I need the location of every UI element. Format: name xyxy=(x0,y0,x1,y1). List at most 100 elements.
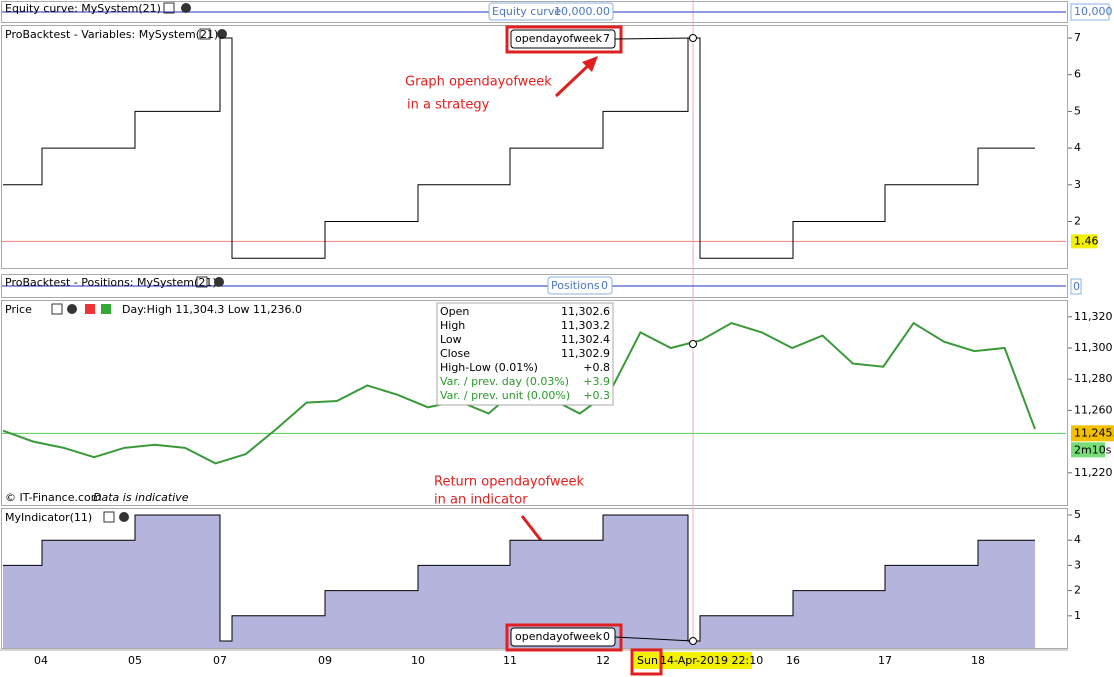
tooltip-value: +0.3 xyxy=(583,389,610,402)
cursor-marker xyxy=(689,637,697,645)
equity-axis-value: 10,000 xyxy=(1074,5,1113,18)
step-line xyxy=(3,514,1035,642)
axis-box xyxy=(1070,3,1110,21)
x-tick-label: 18 xyxy=(971,654,985,667)
y-tick-label: 11,320 xyxy=(1074,310,1113,323)
positions-value: 0 xyxy=(601,279,608,292)
tooltip-value: 11,302.6 xyxy=(561,305,610,318)
tooltip-key: Close xyxy=(440,347,470,360)
timer: 2m10s xyxy=(1074,443,1112,456)
equity-label: Equity curve xyxy=(492,5,561,18)
close-icon[interactable] xyxy=(217,29,227,39)
tooltip: Open 11,302.6 High 11,303.2 Low 11,302.4 Close… xyxy=(436,302,614,406)
tag-connector xyxy=(614,37,694,40)
disclaimer: Data is indicative xyxy=(93,491,189,504)
level-box xyxy=(1071,234,1097,249)
buy-icon[interactable] xyxy=(101,304,111,314)
dynamic-layer: 7 6 5 4 3 2 1.46 5 4 3 2 1 11,320 11,300 11,280 11,260 1… xyxy=(2,25,1114,667)
last-price-label: 11,245.3 xyxy=(1074,426,1114,439)
arrow xyxy=(554,60,594,98)
y-tick-label: 11,220 xyxy=(1074,466,1113,479)
cursor-date-bg xyxy=(634,652,752,669)
annotation: in an indicator xyxy=(434,493,528,508)
tooltip-key: Open xyxy=(440,305,469,318)
cursor-marker xyxy=(689,340,697,348)
cursor-day: Sun xyxy=(637,654,658,667)
sell-icon[interactable] xyxy=(85,304,95,314)
tooltip-value: +0.8 xyxy=(583,361,610,374)
x-tick-label: 07 xyxy=(213,654,227,667)
tag-connector xyxy=(614,636,694,642)
tooltip-key: Var. / prev. unit (0.00%) xyxy=(440,389,570,402)
y-tick-label: 5 xyxy=(1074,104,1081,117)
x-tick-label: 11 xyxy=(503,654,517,667)
x-tick-label: 12 xyxy=(596,654,610,667)
panel-title: ProBacktest - Positions: MySystem(21) xyxy=(5,276,217,289)
tooltip-value: 11,302.9 xyxy=(561,347,610,360)
window-icon[interactable] xyxy=(196,276,208,288)
x-tick-label: 09 xyxy=(318,654,332,667)
y-tick-label: 5 xyxy=(1074,508,1081,521)
cursor-marker xyxy=(689,34,697,42)
y-tick-label: 2 xyxy=(1074,215,1081,228)
copyright: © IT-Finance.com xyxy=(5,491,102,504)
close-icon[interactable] xyxy=(214,277,224,287)
last-price-box xyxy=(1071,425,1114,442)
tooltip-value: +3.9 xyxy=(583,375,610,388)
price-info: Day:High 11,304.3 Low 11,236.0 xyxy=(122,303,302,316)
window-icon[interactable] xyxy=(103,511,115,523)
positions-label-box xyxy=(547,276,613,295)
annotation: Return opendayofweek xyxy=(434,475,585,490)
tag-name: opendayofweek xyxy=(515,630,603,643)
window-icon[interactable] xyxy=(163,2,175,14)
x-tick-label: 05 xyxy=(128,654,142,667)
close-icon[interactable] xyxy=(119,512,129,522)
highlight-box xyxy=(630,648,663,676)
y-tick-label: 3 xyxy=(1074,558,1081,571)
x-tick-label: 10 xyxy=(411,654,425,667)
equity-value: 10,000.00 xyxy=(554,5,610,18)
y-tick-label: 4 xyxy=(1074,533,1081,546)
y-tick-label: 6 xyxy=(1074,68,1081,81)
timer-box xyxy=(1071,442,1105,458)
positions-axis-value: 0 xyxy=(1073,280,1080,293)
panel-title: MyIndicator(11) xyxy=(5,511,92,524)
panel-title: Price xyxy=(5,303,32,316)
y-tick-label: 4 xyxy=(1074,141,1081,154)
close-icon[interactable] xyxy=(181,3,191,13)
tag-value: 7 xyxy=(603,32,610,45)
tooltip-key: High-Low (0.01%) xyxy=(440,361,538,374)
y-tick-label: 2 xyxy=(1074,584,1081,597)
x-tick-label: 17 xyxy=(878,654,892,667)
annotation: in a strategy xyxy=(407,98,490,113)
equity-panel xyxy=(1,1,1068,23)
y-tick-label: 3 xyxy=(1074,178,1081,191)
price-panel xyxy=(1,300,1068,506)
y-tick-label: 7 xyxy=(1074,31,1081,44)
panel-title: ProBacktest - Variables: MySystem(21) xyxy=(5,28,218,41)
step-line xyxy=(3,37,1035,259)
positions-panel xyxy=(1,274,1068,298)
tooltip-key: High xyxy=(440,319,465,332)
area xyxy=(3,515,1035,648)
axis-box xyxy=(1070,278,1082,295)
y-tick-label: 11,280 xyxy=(1074,372,1113,385)
equity-label-box xyxy=(488,2,614,21)
cursor-date: 14-Apr-2019 22:10 xyxy=(660,654,763,667)
tag-value: 0 xyxy=(603,630,610,643)
window-icon[interactable] xyxy=(51,303,63,315)
window-icon[interactable] xyxy=(199,28,211,40)
x-tick-label: 16 xyxy=(786,654,800,667)
panel-title: Equity curve: MySystem(21) xyxy=(5,2,161,15)
y-tick-label: 11,260 xyxy=(1074,403,1113,416)
tooltip-key: Var. / prev. day (0.03%) xyxy=(440,375,569,388)
arrowhead xyxy=(582,56,598,72)
tag-name: opendayofweek xyxy=(515,32,603,45)
header-icons[interactable] xyxy=(51,2,227,523)
positions-label: Positions xyxy=(551,279,600,292)
close-icon[interactable] xyxy=(67,304,77,314)
x-tick-label: 04 xyxy=(34,654,48,667)
highlight-box xyxy=(505,25,623,54)
tooltip-key: Low xyxy=(440,333,462,346)
